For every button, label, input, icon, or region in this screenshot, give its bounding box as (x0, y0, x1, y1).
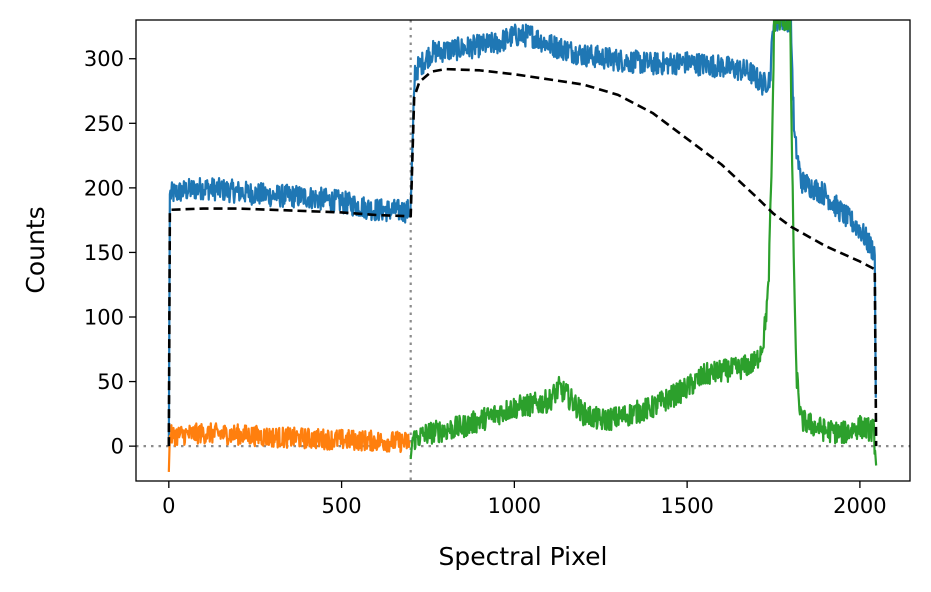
y-tick-label: 50 (97, 370, 124, 394)
y-tick-label: 250 (84, 112, 124, 136)
series-line-3 (167, 67, 878, 447)
x-axis-label: Spectral Pixel (439, 542, 608, 571)
x-tick-label: 1000 (488, 494, 541, 518)
series-line-1 (167, 422, 411, 472)
x-tick-label: 1500 (660, 494, 713, 518)
series-line-2 (409, 20, 878, 466)
y-tick-label: 300 (84, 47, 124, 71)
y-tick-label: 150 (84, 241, 124, 265)
series-line-0 (167, 20, 877, 447)
y-tick-label: 0 (111, 435, 124, 459)
x-tick-label: 2000 (833, 494, 886, 518)
x-tick-label: 0 (162, 494, 175, 518)
y-tick-label: 100 (84, 306, 124, 330)
x-tick-label: 500 (322, 494, 362, 518)
plot-frame (135, 19, 911, 482)
y-axis-label: Counts (21, 206, 50, 293)
y-tick-label: 200 (84, 176, 124, 200)
